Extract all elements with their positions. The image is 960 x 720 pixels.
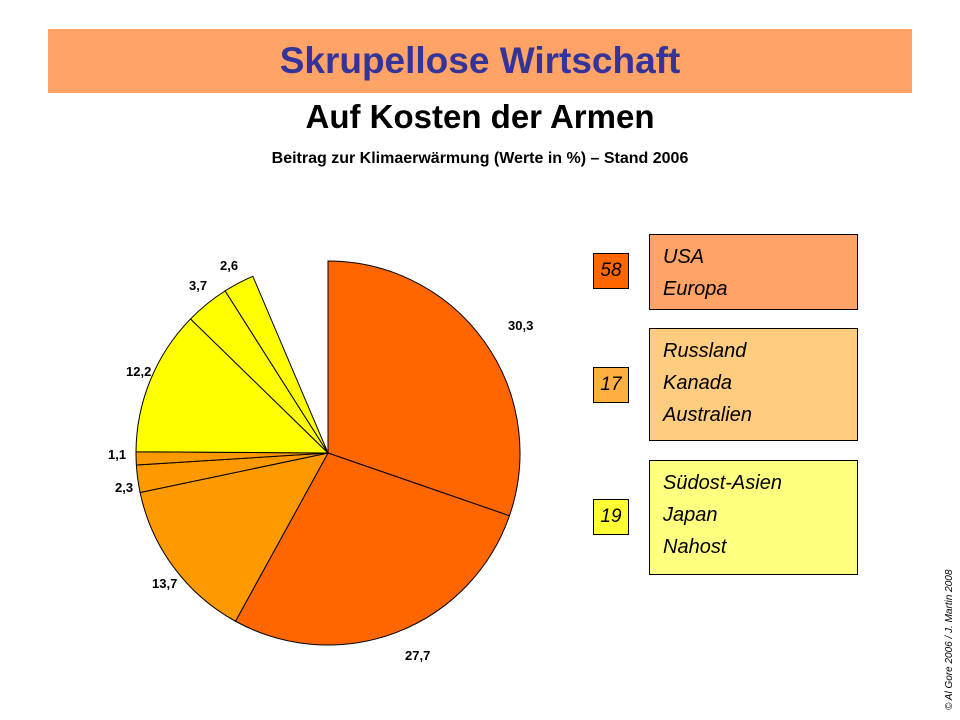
group-total-badge: 19 <box>593 499 629 535</box>
region-label: Japan <box>663 504 718 526</box>
region-label: Südost-Asien <box>663 472 782 494</box>
pie-slice <box>234 452 511 646</box>
pie-slice <box>135 318 330 454</box>
group-total-badge: 17 <box>593 367 629 403</box>
pie-slices <box>135 260 521 646</box>
region-label: Russland <box>663 340 747 362</box>
pie-slice <box>224 275 329 454</box>
slice-value-label: 30,3 <box>508 318 533 333</box>
copyright-note: © Al Gore 2006 / J. Martin 2008 <box>944 569 955 710</box>
group-total-badge: 58 <box>593 253 629 289</box>
slice-value-label: 2,3 <box>115 480 133 495</box>
region-panel-low: Südost-Asien Japan Nahost <box>649 460 858 575</box>
pie-labels: 30,3 27,7 13,7 2,3 1,1 12,2 3,7 2,6 <box>108 258 533 663</box>
slice-value-label: 13,7 <box>152 576 177 591</box>
region-label: USA <box>663 246 705 268</box>
region-label: Kanada <box>663 372 732 394</box>
region-label: Europa <box>663 278 728 300</box>
slice-value-label: 1,1 <box>108 447 126 462</box>
title-banner: Skrupellose Wirtschaft <box>48 29 912 93</box>
region-panel-high: USA Europa <box>649 234 858 310</box>
pie-slice <box>139 452 329 622</box>
region-label: Nahost <box>663 536 727 558</box>
page-title: Skrupellose Wirtschaft <box>279 40 681 81</box>
page-subtitle: Auf Kosten der Armen <box>305 98 655 135</box>
slice-value-label: 3,7 <box>189 278 207 293</box>
slice-value-label: 27,7 <box>405 648 430 663</box>
region-panel-mid: Russland Kanada Australien <box>649 328 858 441</box>
slice-value-label: 2,6 <box>220 258 238 273</box>
region-label: Australien <box>663 404 752 426</box>
slice-value-label: 12,2 <box>126 364 151 379</box>
pie-slice <box>327 260 521 517</box>
chart-caption: Beitrag zur Klimaerwärmung (Werte in %) … <box>271 150 689 167</box>
